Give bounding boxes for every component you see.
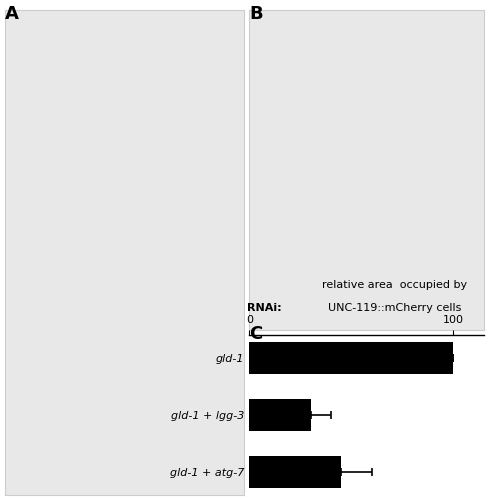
Text: B: B (249, 5, 263, 23)
Text: relative area  occupied by: relative area occupied by (322, 280, 467, 290)
Bar (249, 342, 452, 374)
Bar (249, 400, 310, 430)
Text: A: A (5, 5, 19, 23)
Bar (249, 456, 341, 488)
Text: C: C (249, 325, 262, 343)
Text: RNAi:: RNAi: (246, 302, 281, 312)
Text: UNC-119::mCherry cells: UNC-119::mCherry cells (327, 302, 461, 312)
